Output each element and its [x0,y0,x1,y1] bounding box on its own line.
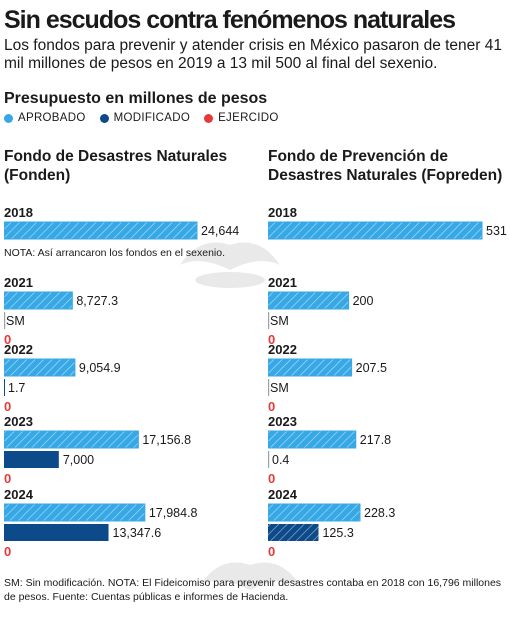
footnote: SM: Sin modificación. NOTA: El Fideicomi… [4,577,502,603]
page-title: Sin escudos contra fenómenos naturales [4,6,456,34]
bar-label-aprobado: 228.3 [364,506,395,520]
year-label: 2024 [268,487,298,502]
seal-watermark-icon [200,562,300,590]
bar-label-aprobado: 531 [486,224,507,238]
bar-aprobado [268,221,483,240]
bar-aprobado [268,291,350,310]
seal-watermark-icon [180,242,280,288]
bar-aprobado [4,358,76,377]
budget-label: Presupuesto en millones de pesos [4,90,268,107]
legend-label-modificado: MODIFICADO [113,112,191,124]
year-label: 2021 [4,275,33,290]
legend-dot-modificado [99,113,109,123]
bar-label-modificado: 125.3 [322,526,353,540]
legend: APROBADO MODIFICADO EJERCIDO [4,112,279,124]
bar-aprobado [4,503,146,522]
legend-label-ejercido: EJERCIDO [218,112,279,124]
legend-label-aprobado: APROBADO [18,112,86,124]
bar-label-modificado: 1.7 [8,381,25,395]
bar-label-aprobado: 8,727.3 [76,294,118,308]
bar-label-modificado: 13,347.6 [113,526,162,540]
bar-label-ejercido: 0 [268,471,275,486]
year-label: 2018 [268,205,297,220]
legend-dot-aprobado [4,113,13,123]
legend-item-modificado: MODIFICADO [99,112,191,124]
bar-label-ejercido: 0 [268,399,275,414]
year-label: 2021 [268,275,297,290]
bar-label-ejercido: 0 [4,544,11,559]
bar-modificado-tick [4,312,6,329]
bar-aprobado [4,291,73,310]
bar-label-modificado: 7,000 [63,453,94,467]
bar-modificado [4,379,5,396]
bar-label-aprobado: 9,054.9 [79,361,121,375]
fonden-chart: 2018 24,644 NOTA: Así arrancaron los fondo… [4,205,239,559]
legend-item-aprobado: APROBADO [4,112,86,124]
fopreden-chart: 20185312021200SM02022207.5SM02023217.80.… [268,205,507,559]
year-label: 2024 [4,487,34,502]
bar-label-ejercido: 0 [4,399,11,414]
fonden-title: Fondo de Desastres Naturales (Fonden) [4,148,228,184]
bar-label-aprobado: 24,644 [201,224,239,238]
bar-label-aprobado: 217.8 [360,433,391,447]
bar-modificado [4,524,109,541]
legend-item-ejercido: EJERCIDO [204,112,279,124]
bar-label-aprobado: 17,156.8 [142,433,191,447]
bar-aprobado [268,358,353,377]
bar-modificado-tick [268,451,270,468]
bar-aprobado [4,430,139,449]
bar-label-aprobado: 207.5 [356,361,387,375]
bar-label-modificado: 0.4 [272,453,289,467]
bar-modificado [4,451,59,468]
bar-aprobado [268,430,357,449]
page-subtitle: Los fondos para prevenir y atender crisi… [4,37,503,72]
bar-aprobado [268,503,361,522]
bar-label-ejercido: 0 [4,332,11,347]
bar-label-aprobado: 200 [353,294,374,308]
bar-label-ejercido: 0 [4,471,11,486]
bar-label-modificado: SM [270,381,289,395]
legend-dot-ejercido [204,113,214,123]
bar-label-aprobado: 17,984.8 [149,506,198,520]
year-label: 2022 [4,342,33,357]
bar-modificado-tick [268,379,270,396]
fopreden-title: Fondo de Prevención de Desastres Natural… [268,148,503,184]
bar-label-ejercido: 0 [268,332,275,347]
bar-modificado [268,524,319,541]
bar-label-modificado: SM [6,314,25,328]
year-label: 2023 [4,414,33,429]
bar-aprobado [4,221,198,240]
bar-modificado-tick [268,312,270,329]
note-2018: NOTA: Así arrancaron los fondos en el se… [4,247,225,259]
year-label: 2023 [268,414,297,429]
year-label: 2018 [4,205,33,220]
bar-label-ejercido: 0 [268,544,275,559]
bar-label-modificado: SM [270,314,289,328]
year-label: 2022 [268,342,297,357]
